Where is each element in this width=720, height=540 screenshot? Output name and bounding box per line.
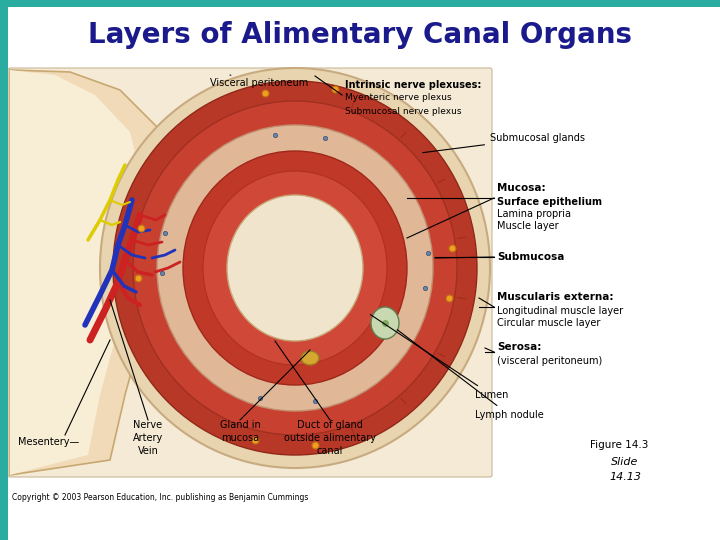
Ellipse shape [301, 351, 319, 365]
Ellipse shape [203, 171, 387, 365]
Text: Nerve: Nerve [133, 420, 163, 430]
Text: Submucosa: Submucosa [497, 252, 564, 262]
Text: Longitudinal muscle layer: Longitudinal muscle layer [497, 306, 623, 316]
Text: Submucosal nerve plexus: Submucosal nerve plexus [345, 106, 462, 116]
Ellipse shape [227, 195, 363, 341]
Text: Mesentery—: Mesentery— [18, 437, 79, 447]
Text: Serosa:: Serosa: [497, 342, 541, 352]
Text: Gland in: Gland in [220, 420, 261, 430]
Text: Copyright © 2003 Pearson Education, Inc. publishing as Benjamin Cummings: Copyright © 2003 Pearson Education, Inc.… [12, 494, 308, 503]
Text: Myenteric nerve plexus: Myenteric nerve plexus [345, 93, 451, 103]
Text: Submucosal glands: Submucosal glands [423, 133, 585, 153]
Ellipse shape [100, 68, 490, 468]
Text: Circular muscle layer: Circular muscle layer [497, 318, 600, 328]
Bar [0, 0, 720, 7]
Text: Lumen: Lumen [370, 314, 508, 400]
Text: (visceral peritoneum): (visceral peritoneum) [497, 356, 602, 366]
Text: 14.13: 14.13 [609, 472, 641, 482]
Text: Intrinsic nerve plexuses:: Intrinsic nerve plexuses: [345, 80, 482, 90]
Polygon shape [10, 70, 175, 475]
Text: Mucosa:: Mucosa: [497, 183, 546, 193]
Text: Duct of gland: Duct of gland [297, 420, 363, 430]
Ellipse shape [157, 125, 433, 411]
Text: Visceral peritoneum: Visceral peritoneum [210, 75, 308, 88]
Text: Lymph nodule: Lymph nodule [397, 330, 544, 420]
Text: Slide: Slide [611, 457, 639, 467]
Text: Muscle layer: Muscle layer [497, 221, 559, 231]
Text: Figure 14.3: Figure 14.3 [590, 440, 649, 450]
Text: mucosa: mucosa [221, 433, 259, 443]
Ellipse shape [183, 151, 407, 385]
Text: Vein: Vein [138, 446, 158, 456]
Text: Artery: Artery [133, 433, 163, 443]
Polygon shape [10, 70, 142, 475]
FancyBboxPatch shape [8, 68, 492, 477]
Text: Lamina propria: Lamina propria [497, 209, 571, 219]
Ellipse shape [113, 81, 477, 455]
Ellipse shape [371, 307, 399, 339]
Bar [0, 7, 8, 540]
Ellipse shape [133, 101, 457, 435]
Text: canal: canal [317, 446, 343, 456]
Text: Layers of Alimentary Canal Organs: Layers of Alimentary Canal Organs [88, 21, 632, 49]
Text: outside alimentary: outside alimentary [284, 433, 376, 443]
Text: Muscularis externa:: Muscularis externa: [497, 292, 613, 302]
Text: Surface epithelium: Surface epithelium [497, 197, 602, 207]
